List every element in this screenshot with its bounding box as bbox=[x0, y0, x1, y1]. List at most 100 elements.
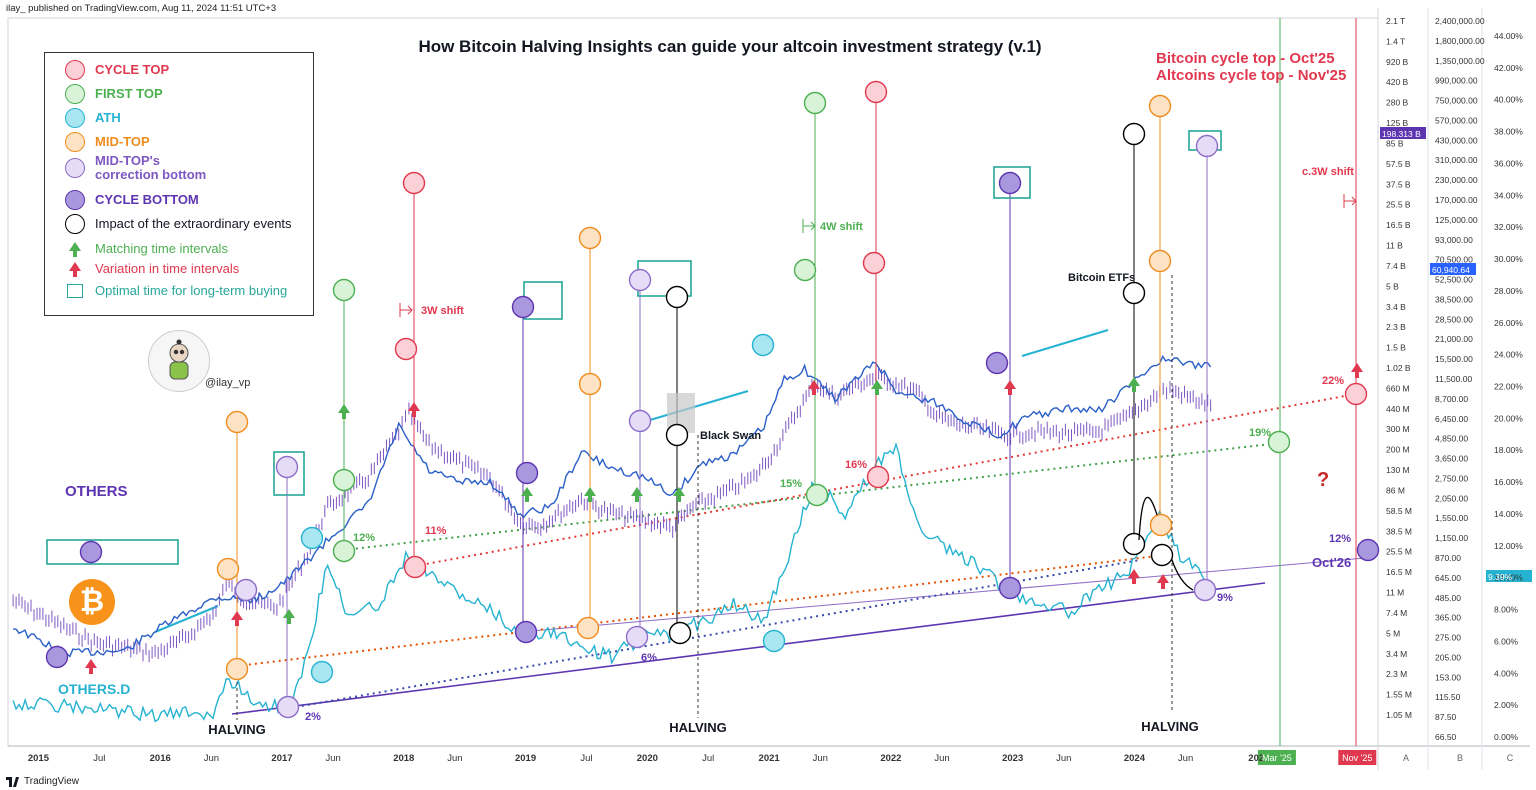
y-tick-btc: 52,500.00 bbox=[1435, 275, 1473, 285]
publisher-line: ilay_ published on TradingView.com, Aug … bbox=[6, 3, 277, 14]
y-tick-btc: 3,650.00 bbox=[1435, 454, 1468, 464]
y-tick-btc: 11,500.00 bbox=[1435, 374, 1472, 384]
btc-support-segment bbox=[154, 604, 219, 634]
marker-top-circle bbox=[402, 171, 426, 195]
y-tick-btc: 205.00 bbox=[1435, 652, 1461, 662]
marker-mid-circle bbox=[578, 226, 602, 250]
green-arrow-icon bbox=[1128, 377, 1140, 386]
marker-bottom-circle bbox=[515, 461, 539, 485]
marker-bottom-circle bbox=[514, 620, 538, 644]
projection-label: Oct'26 bbox=[1312, 555, 1351, 570]
circle-icon bbox=[65, 158, 85, 178]
y-tick-btc: 275.00 bbox=[1435, 633, 1461, 643]
marker-bottom-circle bbox=[511, 295, 535, 319]
marker-first-circle bbox=[1267, 430, 1291, 454]
y-tick-btc: 153.00 bbox=[1435, 672, 1461, 682]
y-tick-mcap: 280 B bbox=[1386, 98, 1409, 108]
x-tick-label: 2016 bbox=[150, 753, 171, 764]
optimal-buying-box bbox=[993, 166, 1031, 199]
y-tick-mcap: 16.5 B bbox=[1386, 220, 1411, 230]
y-tick-btc: 21,000.00 bbox=[1435, 334, 1473, 344]
legend-item: FIRST TOP bbox=[63, 82, 163, 106]
y-tick-mcap: 37.5 B bbox=[1386, 179, 1411, 189]
curve-arrow-icon bbox=[1138, 496, 1158, 541]
marker-corr-circle bbox=[276, 695, 300, 719]
marker-top-circle bbox=[862, 251, 886, 275]
x-tick-label: Jul bbox=[580, 753, 592, 764]
footer: TradingView bbox=[6, 776, 79, 787]
x-tick-label: 2019 bbox=[515, 753, 536, 764]
y-tick-btc: 87.50 bbox=[1435, 712, 1457, 722]
green-arrow-icon bbox=[584, 487, 596, 496]
y-tick-btc: 1,550.00 bbox=[1435, 513, 1468, 523]
marker-mid-circle bbox=[1148, 249, 1172, 273]
arrow-up-icon bbox=[69, 261, 81, 277]
legend-label: MID-TOP's correction bottom bbox=[95, 153, 207, 182]
red-arrow-icon bbox=[412, 411, 416, 417]
legend-item: Matching time intervals bbox=[63, 237, 228, 261]
y-tick-dom: 2.00% bbox=[1494, 700, 1519, 710]
y-tick-dom: 38.00% bbox=[1494, 127, 1523, 137]
x-tick-label: Jul bbox=[702, 753, 714, 764]
y-tick-btc: 365.00 bbox=[1435, 613, 1461, 623]
legend-circle-icon bbox=[63, 212, 87, 236]
y-tick-mcap: 130 M bbox=[1386, 465, 1410, 475]
y-tick-mcap: 200 M bbox=[1386, 445, 1410, 455]
series-layer bbox=[12, 354, 1212, 723]
y-tick-dom: 34.00% bbox=[1494, 190, 1523, 200]
red-arrow-icon bbox=[812, 389, 816, 395]
marker-mid-circle bbox=[1149, 513, 1173, 537]
marker-corr-circle bbox=[1193, 578, 1217, 602]
y-tick-btc: 38,500.00 bbox=[1435, 294, 1473, 304]
marker-first-circle bbox=[332, 539, 356, 563]
y-tick-mcap: 7.4 B bbox=[1386, 261, 1406, 271]
y-tick-dom: 12.00% bbox=[1494, 541, 1523, 551]
green-arrow-icon bbox=[673, 487, 685, 496]
legend-item: Variation in time intervals bbox=[63, 257, 239, 281]
y-tick-mcap: 5 M bbox=[1386, 628, 1400, 638]
y-tick-btc: 870.00 bbox=[1435, 553, 1461, 563]
marker-mid-circle bbox=[576, 616, 600, 640]
btc-support-segment bbox=[649, 389, 749, 422]
author-handle: @ilay_vp bbox=[205, 377, 251, 389]
current-value-text: 198.313 B bbox=[1382, 129, 1421, 139]
avatar-figure-icon bbox=[169, 339, 189, 380]
marker-corr-circle bbox=[275, 455, 299, 479]
y-tick-dom: 4.00% bbox=[1494, 668, 1519, 678]
marker-first-circle bbox=[332, 278, 356, 302]
question-mark: ? bbox=[1317, 469, 1329, 491]
current-value-tag bbox=[1430, 263, 1476, 275]
legend-item: CYCLE TOP bbox=[63, 58, 169, 82]
y-tick-btc: 2,050.00 bbox=[1435, 493, 1468, 503]
marker-event-circle bbox=[665, 285, 689, 309]
marker-bottom-circle bbox=[998, 576, 1022, 600]
circle-icon bbox=[65, 132, 85, 152]
y-tick-btc: 6,450.00 bbox=[1435, 414, 1468, 424]
green-arrow-icon bbox=[677, 496, 681, 502]
scale-toggle-label: B bbox=[1457, 753, 1463, 763]
y-tick-mcap: 1.05 M bbox=[1386, 710, 1412, 720]
y-tick-mcap: 7.4 M bbox=[1386, 608, 1407, 618]
red-arrow-icon bbox=[1128, 569, 1140, 578]
arrow-up-icon bbox=[69, 241, 81, 257]
circle-icon bbox=[65, 60, 85, 80]
green-arrow-icon bbox=[287, 618, 291, 624]
y-tick-mcap: 3.4 M bbox=[1386, 649, 1407, 659]
marker-first-circle bbox=[803, 91, 827, 115]
legend-item: Optimal time for long-term buying bbox=[63, 279, 287, 303]
percent-label: 9% bbox=[1217, 592, 1233, 604]
marker-bottom-circle bbox=[1356, 538, 1380, 562]
legend-circle-icon bbox=[63, 106, 87, 130]
y-tick-dom: 14.00% bbox=[1494, 509, 1523, 519]
marker-event-circle bbox=[668, 621, 692, 645]
marker-first-circle bbox=[793, 258, 817, 282]
y-tick-btc: 115.50 bbox=[1435, 692, 1461, 702]
legend-item: ATH bbox=[63, 106, 121, 130]
marker-event-circle bbox=[1122, 532, 1146, 556]
current-value-text: 9.39% bbox=[1488, 572, 1513, 582]
x-tick-label: Jul bbox=[93, 753, 105, 764]
y-tick-mcap: 440 M bbox=[1386, 404, 1410, 414]
y-tick-mcap: 85 B bbox=[1386, 138, 1404, 148]
x-marker-label: Mar '25 bbox=[1262, 753, 1292, 763]
